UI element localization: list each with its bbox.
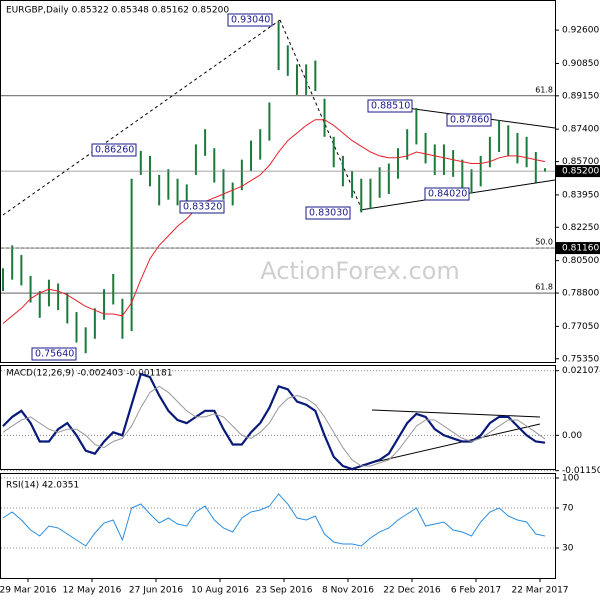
x-tick-label: 29 Mar 2016: [0, 586, 57, 596]
x-tick-label: 22 Dec 2016: [383, 586, 441, 596]
y-tick-label: 0.75350: [562, 354, 599, 364]
y-tick-label: 70: [562, 504, 574, 514]
x-tick-label: 22 Mar 2017: [511, 586, 568, 596]
y-tick-label: 0.82250: [562, 223, 599, 233]
y-tick-label: 0.80500: [562, 256, 599, 266]
annotation: 0.86260: [95, 145, 134, 156]
fib-label: 50.0: [535, 238, 553, 247]
annotation-box: [31, 347, 77, 361]
annotation-box: [227, 13, 273, 27]
y-tick-label: 0.85700: [562, 157, 599, 167]
rsi-title: RSI(14) 42.0351: [6, 481, 79, 491]
annotation-box: [91, 143, 137, 157]
watermark: ActionForex.com: [260, 257, 460, 285]
x-tick-label: 12 May 2016: [63, 586, 122, 596]
price-tag-box: [556, 242, 600, 255]
x-tick-label: 6 Feb 2017: [451, 586, 501, 596]
annotation-box: [305, 206, 351, 220]
annotation: 0.83320: [183, 202, 222, 213]
macd-title: MACD(12,26,9) -0.002403 -0.001181: [6, 369, 172, 379]
background: [0, 0, 555, 598]
y-tick-label: 0.90850: [562, 59, 599, 69]
fib-label: 61.8: [535, 283, 553, 292]
y-tick-label: 0.021074: [562, 366, 600, 376]
price-tag-box: [556, 165, 600, 178]
y-tick-label: 0.89150: [562, 91, 599, 101]
fib-label: 61.8: [535, 85, 553, 94]
annotation-box: [424, 187, 470, 201]
chart-title: EURGBP,Daily 0.85322 0.85348 0.85162 0.8…: [6, 6, 229, 16]
y-tick-label: 0.87400: [562, 125, 599, 135]
x-tick-label: 8 Nov 2016: [322, 586, 374, 596]
annotation: 0.83030: [309, 208, 348, 219]
price-tag: 0.81160: [562, 244, 599, 254]
annotation: 0.87860: [450, 115, 489, 126]
y-tick-label: 0.00: [562, 431, 582, 441]
annotation-box: [367, 99, 413, 113]
series-line: [2, 372, 546, 471]
panel-borders: [0, 0, 556, 579]
series-line: [2, 385, 546, 467]
annotation: 0.93040: [231, 15, 270, 26]
y-tick-label: 100: [562, 474, 579, 484]
price-tag: 0.85200: [562, 167, 599, 177]
x-tick-label: 10 Aug 2016: [191, 586, 249, 596]
y-tick-label: 0.78800: [562, 289, 599, 299]
moving-average: [2, 119, 546, 324]
x-tick-label: 23 Sep 2016: [255, 586, 312, 596]
y-tick-label: 30: [562, 544, 574, 554]
y-tick-label: 0.77050: [562, 322, 599, 332]
annotation: 0.75640: [35, 349, 74, 360]
annotation-box: [446, 113, 492, 127]
y-tick-label: -0.011507: [562, 466, 600, 476]
annotation: 0.88510: [371, 101, 410, 112]
y-tick-label: 0.92600: [562, 26, 599, 36]
y-tick-label: 0.83950: [562, 190, 599, 200]
x-tick-label: 27 Jun 2016: [129, 586, 183, 596]
series-line: [2, 493, 546, 547]
annotation-box: [179, 200, 225, 214]
annotation: 0.84020: [428, 189, 467, 200]
